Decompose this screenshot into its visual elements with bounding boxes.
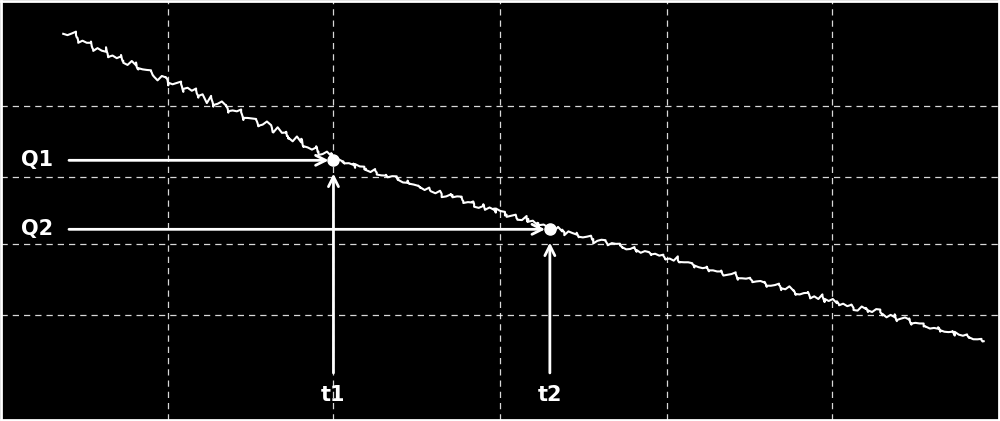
Text: Q2: Q2: [21, 219, 53, 239]
Text: Q1: Q1: [21, 150, 53, 171]
Text: t1: t1: [321, 384, 346, 405]
Text: t2: t2: [538, 384, 562, 405]
